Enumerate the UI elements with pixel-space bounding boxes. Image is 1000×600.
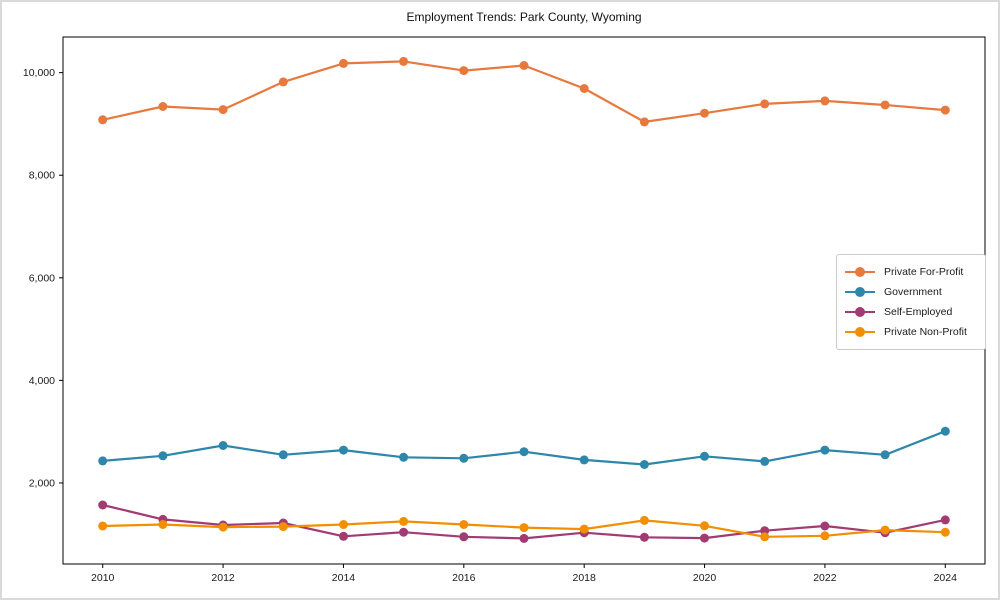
data-point-private-for-profit xyxy=(399,56,409,66)
line-series-private-for-profit xyxy=(101,60,947,124)
data-point-government xyxy=(940,426,950,436)
data-point-private-non-profit xyxy=(519,523,529,533)
data-point-government xyxy=(98,456,108,466)
legend-entry-self-employed: Self-Employed xyxy=(845,302,977,322)
data-point-self-employed xyxy=(940,515,950,525)
data-point-self-employed xyxy=(820,521,830,531)
legend-label: Private For-Profit xyxy=(884,266,964,278)
data-point-private-for-profit xyxy=(158,102,168,111)
x-tick-label: 2010 xyxy=(91,572,115,584)
y-tick-label: 10,000 xyxy=(23,67,55,79)
data-point-self-employed xyxy=(519,533,529,543)
data-point-private-non-profit xyxy=(339,520,348,529)
legend-dot-sample xyxy=(855,307,865,317)
data-point-private-non-profit xyxy=(880,525,890,535)
legend-marker-icon xyxy=(845,307,875,317)
legend-dot-sample xyxy=(855,287,865,297)
data-point-self-employed xyxy=(399,527,409,537)
data-point-government xyxy=(158,451,168,461)
data-point-self-employed xyxy=(639,532,649,542)
data-point-private-for-profit xyxy=(880,100,890,110)
legend-marker-icon xyxy=(845,287,875,297)
y-tick-label: 2,000 xyxy=(29,477,55,489)
x-tick-label: 2012 xyxy=(211,572,235,584)
data-point-government xyxy=(880,450,890,460)
x-tick-label: 2016 xyxy=(452,572,476,584)
data-point-self-employed xyxy=(700,533,709,543)
legend-label: Self-Employed xyxy=(884,306,953,318)
data-point-government xyxy=(760,456,770,466)
data-point-private-non-profit xyxy=(760,532,770,542)
data-point-government xyxy=(579,455,589,465)
data-point-private-non-profit xyxy=(639,515,649,525)
legend-dot-sample xyxy=(855,267,865,277)
legend-entry-private-non-profit: Private Non-Profit xyxy=(845,322,977,342)
data-point-private-for-profit xyxy=(579,84,589,93)
legend-entry-government: Government xyxy=(845,282,977,302)
data-point-government xyxy=(700,451,709,461)
data-point-private-non-profit xyxy=(820,531,830,541)
data-point-private-non-profit xyxy=(700,521,709,531)
data-point-self-employed xyxy=(98,500,108,510)
data-point-government xyxy=(218,441,228,450)
y-tick-label: 8,000 xyxy=(29,170,55,182)
data-point-self-employed xyxy=(459,532,469,542)
line-series-self-employed xyxy=(101,503,947,540)
x-tick-label: 2022 xyxy=(813,572,837,584)
data-point-private-for-profit xyxy=(278,77,288,87)
data-point-private-non-profit xyxy=(278,522,288,532)
data-point-private-for-profit xyxy=(98,115,108,125)
legend-marker-icon xyxy=(845,327,875,337)
data-point-private-non-profit xyxy=(158,520,168,529)
y-tick-label: 4,000 xyxy=(29,375,55,387)
legend-marker-icon xyxy=(845,267,875,277)
data-point-government xyxy=(459,453,469,463)
data-point-private-for-profit xyxy=(760,99,770,109)
data-point-private-non-profit xyxy=(579,524,589,534)
data-point-government xyxy=(399,452,409,462)
data-point-government xyxy=(820,445,830,455)
data-point-private-non-profit xyxy=(98,521,108,531)
data-point-government xyxy=(278,450,288,460)
legend-label: Government xyxy=(884,286,942,298)
data-point-private-for-profit xyxy=(639,117,649,127)
chart-title: Employment Trends: Park County, Wyoming xyxy=(406,10,642,24)
legend-dot-sample xyxy=(855,327,865,337)
x-tick-label: 2024 xyxy=(934,572,958,584)
data-point-private-non-profit xyxy=(218,522,228,532)
data-point-private-for-profit xyxy=(700,108,709,118)
data-point-self-employed xyxy=(339,531,348,541)
data-point-government xyxy=(519,447,529,457)
data-point-private-for-profit xyxy=(459,66,469,76)
data-point-private-for-profit xyxy=(940,105,950,115)
legend-label: Private Non-Profit xyxy=(884,326,967,338)
data-point-government xyxy=(339,445,348,455)
legend-entry-private-for-profit: Private For-Profit xyxy=(845,262,977,282)
x-tick-label: 2020 xyxy=(693,572,717,584)
data-point-private-for-profit xyxy=(519,61,529,70)
legend: Private For-Profit Government Self-Employe… xyxy=(836,254,986,350)
data-point-private-for-profit xyxy=(218,105,228,115)
data-point-private-for-profit xyxy=(820,96,830,106)
y-tick-label: 6,000 xyxy=(29,272,55,284)
data-point-private-for-profit xyxy=(339,58,348,68)
x-tick-label: 2018 xyxy=(573,572,597,584)
x-tick-label: 2014 xyxy=(332,572,356,584)
data-point-private-non-profit xyxy=(399,516,409,526)
data-point-government xyxy=(639,460,649,469)
data-point-private-non-profit xyxy=(940,527,950,537)
data-point-private-non-profit xyxy=(459,520,469,529)
